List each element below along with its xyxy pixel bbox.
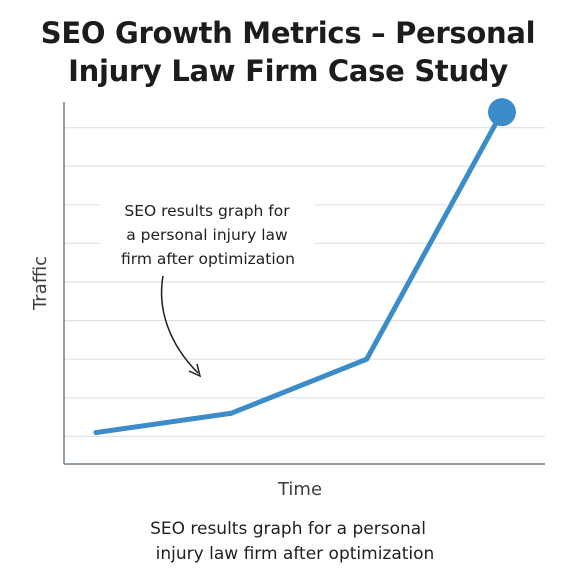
x-axis-label: Time (277, 479, 322, 500)
caption-line-2: injury law firm after optimization (155, 544, 435, 564)
annotation-line-1: SEO results graph for (124, 202, 290, 220)
annotation-line-2: a personal injury law (126, 226, 288, 244)
figure-caption: SEO results graph for a personal injury … (0, 517, 576, 567)
title-line-1: SEO Growth Metrics – Personal (40, 16, 536, 50)
chart-title: SEO Growth Metrics – Personal Injury Law… (0, 14, 576, 90)
series-traffic (93, 98, 516, 436)
data-point (93, 430, 99, 436)
series-line (93, 109, 505, 436)
y-axis-label: Traffic (30, 256, 51, 311)
annotation-arrow (160, 275, 199, 374)
end-point-marker (488, 98, 516, 127)
annotation: SEO results graph for a personal injury … (100, 196, 315, 378)
grid-lines (64, 126, 545, 437)
data-point (364, 356, 370, 362)
data-point (228, 410, 234, 416)
title-line-2: Injury Law Firm Case Study (68, 54, 508, 88)
annotation-line-3: firm after optimization (121, 250, 295, 268)
caption-line-1: SEO results graph for a personal (150, 519, 426, 539)
annotation-background (100, 196, 315, 268)
annotation-arrowhead (188, 363, 202, 378)
